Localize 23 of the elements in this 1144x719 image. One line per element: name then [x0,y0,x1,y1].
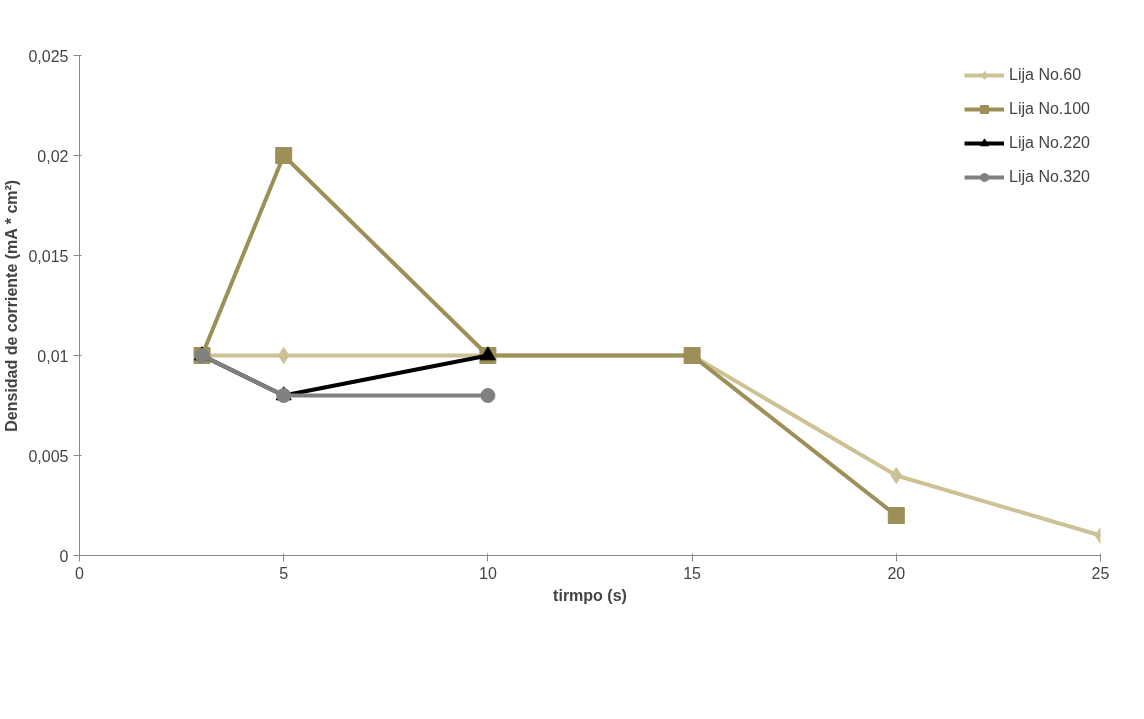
y-tick-label: 0,015 [28,247,69,265]
x-tick-label: 25 [1091,564,1110,582]
y-tick-label: 0,01 [37,347,69,365]
y-axis-title: Densidad de corriente (mA * cm²) [3,179,21,432]
point [275,147,293,164]
y-tick-label: 0 [59,547,69,565]
x-tick-label: 20 [887,564,906,582]
x-tick-label: 0 [75,564,85,582]
x-tick-label: 5 [279,564,289,582]
point [887,507,905,524]
y-tick-label: 0,025 [28,47,69,65]
point [277,347,290,364]
x-tick-label: 15 [683,564,702,582]
x-tick-label: 10 [479,564,497,582]
legend-label: Lija No.220 [1009,134,1090,152]
legend-label: Lija No.320 [1009,168,1090,186]
legend-label: Lija No.60 [1009,66,1082,84]
x-axis-title: tirmpo (s) [553,586,627,604]
point [890,467,903,484]
point [480,388,496,403]
legend-label: Lija No.100 [1009,100,1090,118]
y-tick-label: 0,02 [37,147,69,165]
y-tick-label: 0,005 [28,447,69,465]
